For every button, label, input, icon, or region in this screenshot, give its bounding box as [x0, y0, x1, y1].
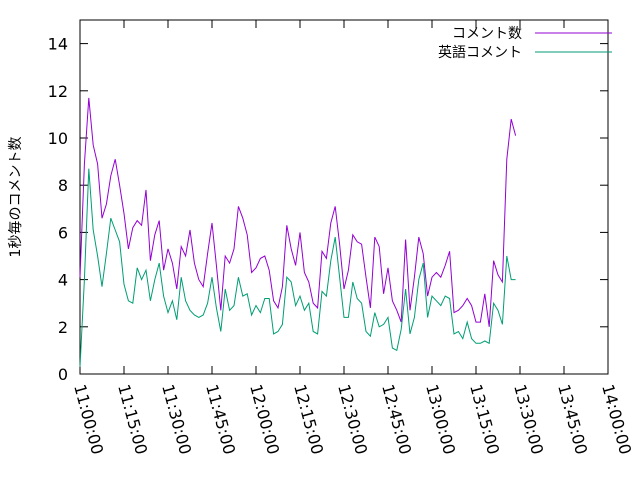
legend-label-1: コメント数 — [452, 26, 522, 42]
x-tick-label: 12:45:00 — [378, 382, 415, 456]
x-tick-label: 12:00:00 — [246, 382, 283, 456]
y-axis: 0 2 4 6 8 10 12 14 — [48, 35, 608, 384]
x-tick-label: 13:45:00 — [554, 382, 591, 456]
y-tick-label: 12 — [48, 82, 68, 101]
x-tick-label: 11:30:00 — [158, 382, 195, 456]
y-tick-label: 4 — [58, 271, 68, 290]
x-tick-label: 11:15:00 — [114, 382, 151, 456]
x-tick-label: 13:30:00 — [510, 382, 547, 456]
y-axis-label: 1秒毎のコメント数 — [8, 137, 24, 258]
x-tick-label: 11:45:00 — [202, 382, 239, 456]
legend-label-2: 英語コメント — [438, 44, 522, 61]
x-tick-label: 12:30:00 — [334, 382, 371, 456]
x-tick-label: 13:00:00 — [422, 382, 459, 456]
x-tick-label: 13:15:00 — [466, 382, 503, 456]
y-tick-label: 6 — [58, 223, 68, 242]
x-tick-label: 14:00:00 — [598, 382, 635, 456]
y-tick-label: 2 — [58, 318, 68, 337]
series-line-2 — [79, 168, 516, 367]
y-tick-label: 10 — [48, 129, 68, 148]
x-tick-label: 11:00:00 — [70, 382, 107, 456]
y-tick-label: 0 — [58, 365, 68, 384]
x-tick-label: 12:15:00 — [290, 382, 327, 456]
series-line-1 — [79, 97, 517, 327]
y-tick-label: 14 — [48, 35, 68, 54]
plot-frame — [79, 19, 609, 375]
y-tick-label: 8 — [58, 176, 68, 195]
series-group — [79, 97, 517, 367]
